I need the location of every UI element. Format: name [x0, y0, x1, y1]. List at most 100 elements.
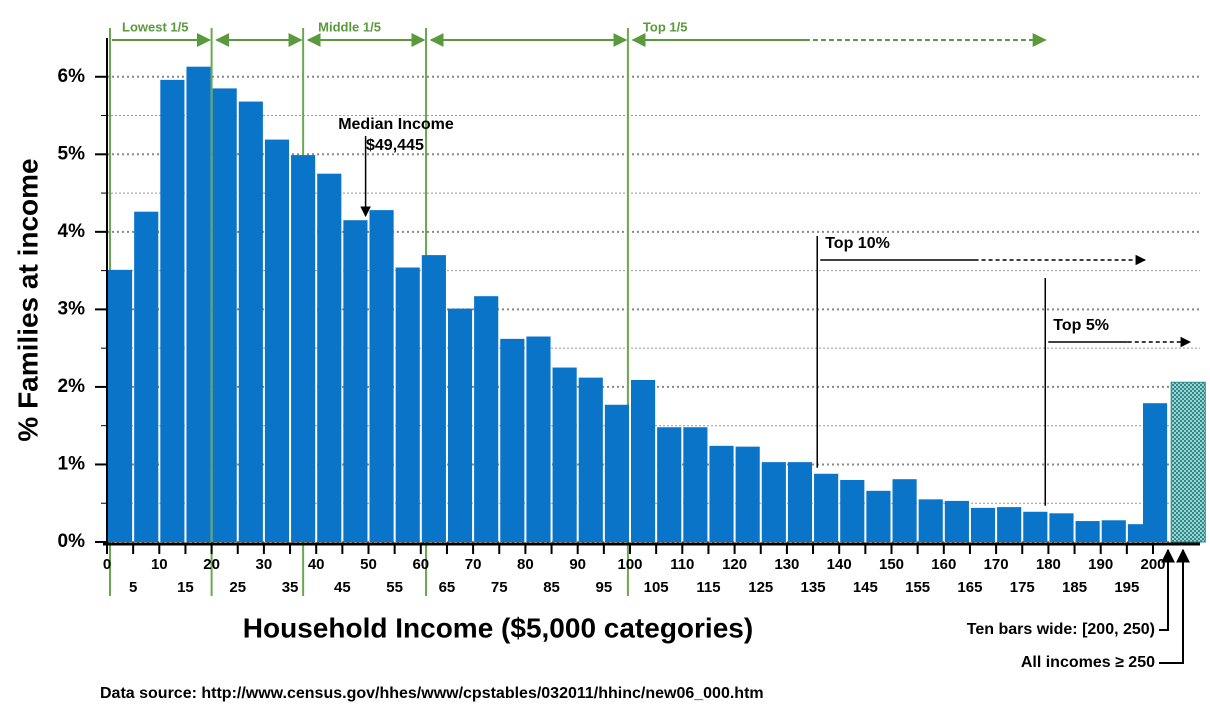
x-tick-label: 85	[543, 579, 560, 596]
y-axis-title: % Families at income	[12, 158, 43, 441]
extra-bar	[1143, 403, 1168, 542]
bar	[108, 269, 133, 542]
bar	[683, 427, 708, 542]
y-tick-label: 6%	[58, 66, 86, 87]
x-tick-label: 35	[282, 579, 299, 596]
median-value-label: $49,445	[366, 137, 424, 154]
x-tick-label: 165	[957, 579, 982, 596]
x-tick-label: 50	[360, 556, 377, 573]
bar	[604, 404, 629, 542]
x-tick-label: 170	[984, 556, 1009, 573]
bar	[369, 210, 394, 543]
source-note: Data source: http://www.census.gov/hhes/…	[100, 685, 764, 702]
bar	[526, 336, 551, 542]
x-tick-label: 110	[670, 556, 694, 573]
x-tick-label: 125	[748, 579, 773, 596]
extra-bar	[1170, 381, 1206, 543]
bar	[212, 88, 237, 543]
x-tick-label: 5	[129, 579, 137, 596]
bar	[787, 462, 813, 542]
bar	[709, 445, 734, 542]
quintile-label: Middle 1/5	[318, 19, 381, 34]
top10-label: Top 10%	[825, 235, 890, 252]
x-tick-label: 120	[722, 556, 747, 573]
bar	[657, 427, 682, 542]
bar	[317, 173, 342, 542]
x-tick-label: 30	[256, 556, 273, 573]
x-tick-label: 0	[103, 556, 111, 573]
x-tick-label: 25	[229, 579, 246, 596]
x-tick-label: 95	[596, 579, 613, 596]
x-tick-label: 20	[203, 556, 220, 573]
x-tick-label: 70	[465, 556, 482, 573]
x-tick-label: 15	[177, 579, 194, 596]
bar	[238, 101, 263, 542]
x-tick-label: 60	[412, 556, 429, 573]
bar	[447, 308, 473, 542]
x-tick-label: 105	[644, 579, 669, 596]
x-axis-title: Household Income ($5,000 categories)	[243, 612, 753, 643]
x-tick-label: 65	[439, 579, 456, 596]
bar	[944, 500, 969, 542]
y-tick-label: 5%	[58, 143, 86, 164]
x-tick-label: 135	[801, 579, 826, 596]
x-tick-label: 75	[491, 579, 508, 596]
x-tick-label: 40	[308, 556, 325, 573]
bar	[631, 379, 656, 542]
bar	[892, 479, 917, 542]
quintile-label: Top 1/5	[643, 19, 688, 34]
y-tick-label: 2%	[58, 376, 86, 397]
x-tick-label: 140	[827, 556, 852, 573]
x-tick-label: 175	[1010, 579, 1035, 596]
y-tick-label: 0%	[58, 531, 86, 552]
x-tick-label: 115	[696, 579, 720, 596]
bar	[343, 220, 368, 542]
bar	[814, 473, 839, 542]
bar	[761, 462, 786, 542]
x-tick-label: 200	[1140, 556, 1165, 573]
top5-label: Top 5%	[1053, 317, 1109, 334]
x-tick-label: 185	[1062, 579, 1087, 596]
bar	[997, 507, 1022, 542]
x-tick-label: 160	[931, 556, 956, 573]
y-tick-label: 4%	[58, 221, 86, 242]
bar	[395, 267, 420, 542]
median-label: Median Income	[338, 116, 454, 133]
bar	[1075, 521, 1100, 542]
bar	[474, 296, 499, 542]
extra-bar-label: All incomes ≥ 250	[1021, 654, 1155, 671]
x-tick-label: 130	[774, 556, 799, 573]
bar	[134, 211, 159, 542]
extra-bar-label: Ten bars wide: [200, 250)	[967, 621, 1155, 638]
bar	[1023, 511, 1048, 542]
x-tick-label: 55	[386, 579, 403, 596]
x-tick-label: 45	[334, 579, 351, 596]
bar	[421, 255, 446, 542]
bar	[735, 446, 760, 542]
bar	[840, 479, 865, 542]
bar	[552, 367, 577, 542]
bar	[264, 139, 290, 542]
x-tick-label: 180	[1036, 556, 1061, 573]
extra-bar-connector	[1159, 548, 1175, 631]
y-tick-label: 1%	[58, 453, 86, 474]
bar	[918, 499, 943, 542]
bar	[866, 490, 891, 542]
bar	[160, 79, 185, 543]
bar	[1101, 520, 1126, 542]
x-tick-label: 145	[853, 579, 878, 596]
bar	[291, 155, 316, 543]
bar	[186, 66, 211, 542]
x-tick-label: 90	[569, 556, 586, 573]
y-tick-label: 3%	[58, 298, 86, 319]
x-tick-label: 190	[1088, 556, 1113, 573]
x-tick-label: 150	[879, 556, 904, 573]
bar	[500, 338, 525, 542]
extra-bar-connector	[1159, 548, 1190, 664]
bar	[970, 507, 996, 542]
x-tick-label: 195	[1114, 579, 1139, 596]
x-tick-label: 155	[905, 579, 930, 596]
bar	[1049, 513, 1074, 542]
x-tick-label: 100	[617, 556, 642, 573]
